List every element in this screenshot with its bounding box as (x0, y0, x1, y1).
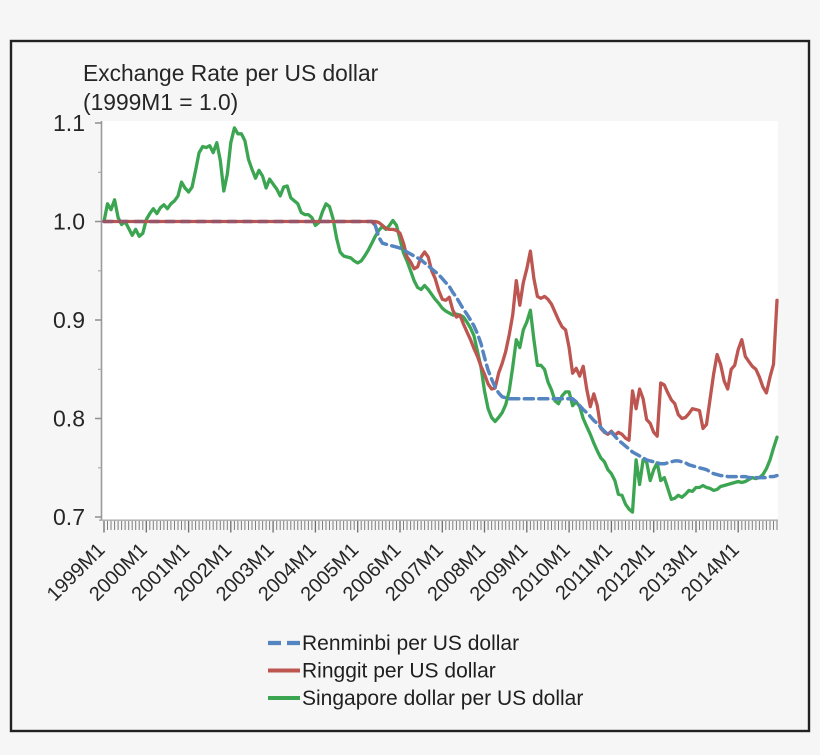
svg-text:(1999M1 = 1.0): (1999M1 = 1.0) (83, 89, 238, 115)
svg-text:1.1: 1.1 (53, 110, 85, 136)
svg-text:Singapore dollar per US dollar: Singapore dollar per US dollar (302, 687, 583, 710)
svg-text:0.7: 0.7 (53, 504, 85, 530)
svg-text:0.9: 0.9 (53, 307, 85, 333)
svg-text:Ringgit per US dollar: Ringgit per US dollar (302, 660, 496, 683)
svg-text:Renminbi per US dollar: Renminbi per US dollar (302, 632, 519, 655)
svg-text:0.8: 0.8 (53, 406, 85, 432)
svg-text:Exchange Rate per US dollar: Exchange Rate per US dollar (83, 60, 379, 86)
svg-text:1.0: 1.0 (53, 209, 85, 235)
